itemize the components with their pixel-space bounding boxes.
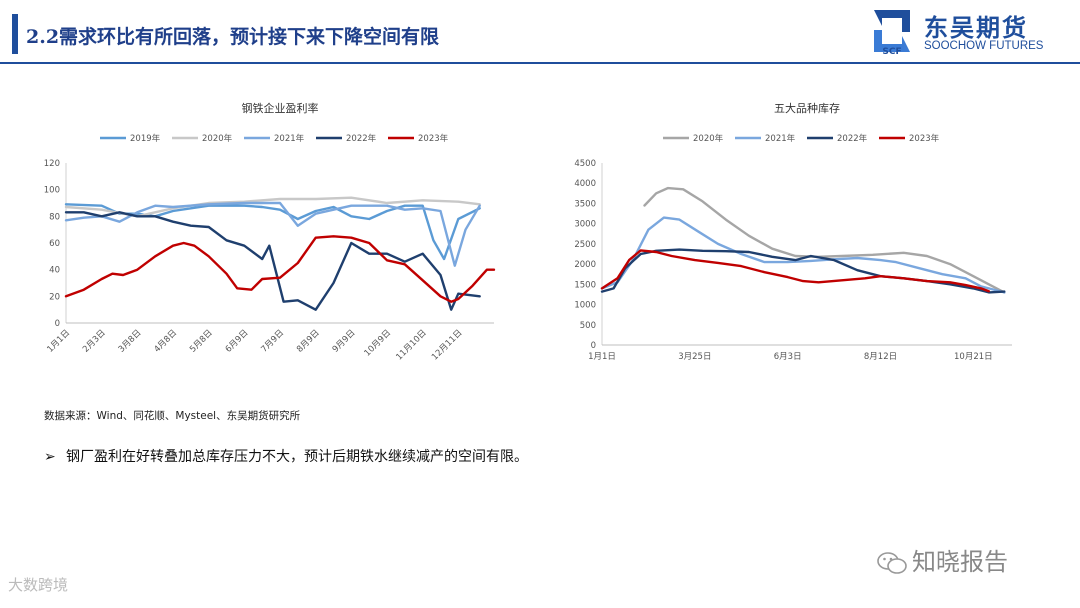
y-tick-label: 60 [49, 239, 60, 249]
x-tick-label: 2月3日 [81, 328, 108, 355]
y-tick-label: 500 [580, 321, 596, 331]
legend-item: 2022年 [807, 133, 868, 144]
page-title: 2.2需求环比有所回落，预计接下来下降空间有限 [26, 26, 440, 48]
x-tick-label: 12月11日 [430, 328, 464, 362]
x-tick-label: 8月9日 [295, 328, 322, 355]
header-bar: 2.2需求环比有所回落，预计接下来下降空间有限 SCF 东吴期货 SOOCHOW… [0, 0, 1080, 66]
y-tick-label: 2500 [574, 240, 596, 250]
x-tick-label: 3月25日 [678, 352, 711, 362]
series-line-2019 [64, 203, 481, 261]
x-tick-label: 3月8日 [117, 328, 144, 355]
title-accent-bar [12, 14, 18, 54]
inventory-chart: 五大品种库存 2020年 2021年 2022年 2023年 0 500 1000 1500 20… [574, 101, 1012, 362]
header-divider [0, 62, 1080, 64]
legend-label: 2020年 [202, 133, 233, 144]
chart-title: 钢铁企业盈利率 [242, 101, 319, 115]
bullet-point: ➢ 钢厂盈利在好转叠加总库存压力不大，预计后期铁水继续减产的空间有限。 [44, 446, 528, 466]
series-line-2023 [64, 235, 496, 303]
legend-label: 2022年 [346, 133, 377, 144]
legend-item: 2020年 [663, 133, 724, 144]
y-tick-label: 0 [55, 319, 60, 329]
x-tick-label: 4月8日 [152, 328, 179, 355]
x-tick-label: 1月1日 [588, 352, 616, 362]
legend-item: 2021年 [735, 133, 796, 144]
x-tick-label: 6月3日 [774, 352, 802, 362]
watermark-left-text: 大数跨境 [8, 576, 69, 594]
scf-logo-icon: SCF [874, 10, 910, 56]
y-tick-label: 3500 [574, 199, 596, 209]
x-tick-label: 7月9日 [259, 328, 286, 355]
legend-item: 2022年 [316, 133, 377, 144]
logo-name-cn: 东吴期货 [924, 14, 1028, 42]
legend-item: 2020年 [172, 133, 233, 144]
x-tick-label: 1月1日 [45, 328, 72, 355]
logo-mark-text: SCF [882, 47, 901, 56]
y-tick-label: 40 [49, 266, 60, 276]
series-line-2022 [64, 211, 481, 311]
y-tick-label: 3000 [574, 220, 596, 230]
y-tick-label: 4500 [574, 159, 596, 169]
legend-label: 2022年 [837, 133, 868, 144]
y-tick-label: 20 [49, 292, 60, 302]
y-tick-label: 120 [44, 159, 60, 169]
legend-item: 2023年 [879, 133, 940, 144]
wechat-icon [877, 552, 907, 574]
x-tick-label: 9月9日 [331, 328, 358, 355]
company-logo: SCF 东吴期货 SOOCHOW FUTURES [868, 6, 1073, 58]
x-tick-label: 10月9日 [363, 328, 394, 359]
watermark-right-text: 知晓报告 [912, 548, 1008, 576]
legend-label: 2020年 [693, 133, 724, 144]
legend-item: 2021年 [244, 133, 305, 144]
chart-title: 五大品种库存 [774, 101, 840, 115]
bullet-arrow-icon: ➢ [44, 449, 56, 465]
x-tick-label: 8月12日 [864, 352, 897, 362]
y-tick-label: 0 [591, 341, 596, 351]
series-line-2021 [64, 201, 481, 267]
y-tick-label: 100 [44, 186, 60, 196]
legend-label: 2019年 [130, 133, 161, 144]
y-tick-label: 2000 [574, 260, 596, 270]
y-tick-label: 1000 [574, 301, 596, 311]
legend-item: 2019年 [100, 133, 161, 144]
legend-label: 2023年 [418, 133, 449, 144]
bullet-text: 钢厂盈利在好转叠加总库存压力不大，预计后期铁水继续减产的空间有限。 [66, 449, 528, 465]
profit-rate-chart: 钢铁企业盈利率 2019年 2020年 2021年 2022年 2023年 0 20 40 60 8… [44, 101, 496, 362]
y-tick-label: 4000 [574, 179, 596, 189]
legend-label: 2021年 [274, 133, 305, 144]
legend-label: 2021年 [765, 133, 796, 144]
legend-label: 2023年 [909, 133, 940, 144]
series-line-2022 [600, 248, 1006, 294]
data-source-note: 数据来源：Wind、同花顺、Mysteel、东吴期货研究所 [44, 410, 301, 422]
logo-name-en: SOOCHOW FUTURES [924, 40, 1044, 52]
watermark-right: 知晓报告 [876, 542, 1008, 577]
x-tick-label: 6月9日 [224, 328, 251, 355]
legend-item: 2023年 [388, 133, 449, 144]
x-tick-label: 5月8日 [188, 328, 215, 355]
y-tick-label: 1500 [574, 280, 596, 290]
series-line-2021 [600, 216, 1006, 294]
y-tick-label: 80 [49, 212, 60, 222]
watermark-left: 大数跨境 [8, 574, 68, 595]
x-tick-label: 10月21日 [954, 352, 993, 362]
x-tick-label: 11月10日 [394, 328, 428, 362]
series-line-2023 [600, 249, 990, 293]
